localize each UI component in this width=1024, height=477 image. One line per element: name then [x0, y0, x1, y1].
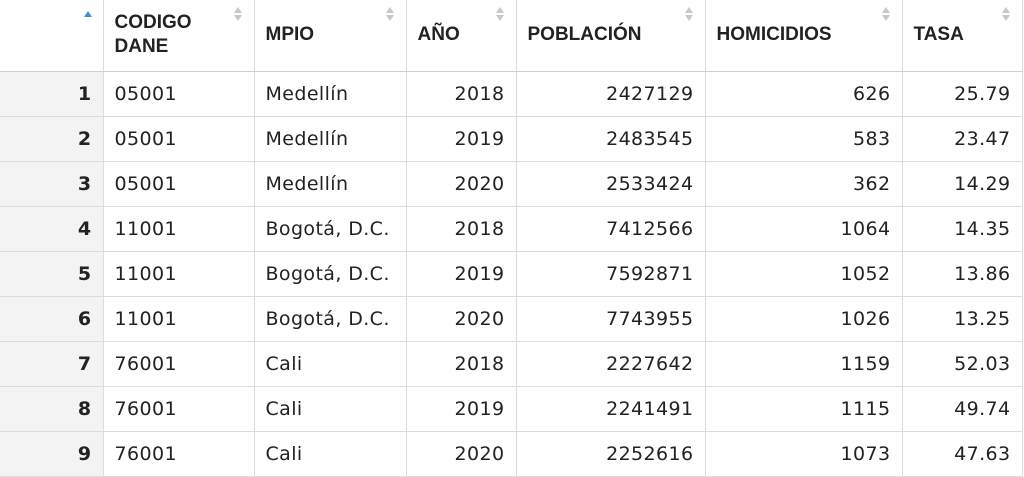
table-body: 1 05001 Medellín 2018 2427129 626 25.79 … — [0, 71, 1023, 477]
table-row: 9 76001 Cali 2020 2252616 1073 47.63 — [0, 431, 1023, 477]
header-tasa-label: TASA — [913, 24, 964, 46]
cell-codigo: 05001 — [103, 71, 255, 117]
header-codigo-dane-label: CODIGO DANE — [115, 11, 243, 59]
cell-anio: 2020 — [406, 431, 517, 477]
header-mpio[interactable]: MPIO — [254, 0, 407, 72]
cell-anio: 2019 — [406, 251, 517, 297]
cell-codigo: 11001 — [103, 296, 255, 342]
cell-tasa: 23.47 — [902, 116, 1023, 162]
cell-tasa: 13.25 — [902, 296, 1023, 342]
cell-poblacion: 7412566 — [516, 206, 706, 252]
table-row: 4 11001 Bogotá, D.C. 2018 7412566 1064 1… — [0, 206, 1023, 252]
table-row: 1 05001 Medellín 2018 2427129 626 25.79 — [0, 71, 1023, 117]
cell-mpio: Cali — [254, 386, 407, 432]
row-number: 9 — [0, 431, 104, 477]
cell-mpio: Bogotá, D.C. — [254, 251, 407, 297]
cell-mpio: Medellín — [254, 71, 407, 117]
cell-codigo: 76001 — [103, 386, 255, 432]
cell-homicidios: 583 — [705, 116, 903, 162]
cell-anio: 2019 — [406, 116, 517, 162]
sort-neutral-icon[interactable] — [1001, 7, 1011, 25]
cell-mpio: Bogotá, D.C. — [254, 206, 407, 252]
cell-codigo: 76001 — [103, 431, 255, 477]
header-codigo-dane[interactable]: CODIGO DANE — [103, 0, 255, 72]
sort-neutral-icon[interactable] — [385, 7, 395, 25]
table-header: CODIGO DANE MPIO AÑO POBLACIÓN HOMICIDIO… — [0, 0, 1023, 72]
cell-homicidios: 1052 — [705, 251, 903, 297]
cell-tasa: 14.35 — [902, 206, 1023, 252]
table-row: 3 05001 Medellín 2020 2533424 362 14.29 — [0, 161, 1023, 207]
cell-codigo: 05001 — [103, 161, 255, 207]
header-tasa[interactable]: TASA — [902, 0, 1023, 72]
cell-homicidios: 1159 — [705, 341, 903, 387]
sort-neutral-icon[interactable] — [881, 7, 891, 25]
cell-anio: 2018 — [406, 206, 517, 252]
cell-anio: 2018 — [406, 71, 517, 117]
cell-poblacion: 2227642 — [516, 341, 706, 387]
table-row: 7 76001 Cali 2018 2227642 1159 52.03 — [0, 341, 1023, 387]
table-row: 5 11001 Bogotá, D.C. 2019 7592871 1052 1… — [0, 251, 1023, 297]
header-codigo-line1: CODIGO — [114, 12, 192, 34]
cell-homicidios: 1064 — [705, 206, 903, 252]
cell-tasa: 14.29 — [902, 161, 1023, 207]
cell-poblacion: 7592871 — [516, 251, 706, 297]
header-row: CODIGO DANE MPIO AÑO POBLACIÓN HOMICIDIO… — [0, 0, 1023, 72]
cell-anio: 2018 — [406, 341, 517, 387]
cell-poblacion: 2483545 — [516, 116, 706, 162]
cell-homicidios: 626 — [705, 71, 903, 117]
cell-codigo: 05001 — [103, 116, 255, 162]
cell-poblacion: 2427129 — [516, 71, 706, 117]
row-number: 1 — [0, 71, 104, 117]
header-poblacion[interactable]: POBLACIÓN — [516, 0, 706, 72]
sort-neutral-icon[interactable] — [495, 7, 505, 25]
cell-poblacion: 2252616 — [516, 431, 706, 477]
cell-poblacion: 2241491 — [516, 386, 706, 432]
cell-poblacion: 2533424 — [516, 161, 706, 207]
header-mpio-label: MPIO — [265, 24, 315, 46]
sort-ascending-icon[interactable] — [83, 11, 93, 29]
header-anio-label: AÑO — [417, 24, 460, 46]
row-number: 3 — [0, 161, 104, 207]
row-number: 6 — [0, 296, 104, 342]
cell-tasa: 47.63 — [902, 431, 1023, 477]
cell-mpio: Cali — [254, 431, 407, 477]
table-row: 2 05001 Medellín 2019 2483545 583 23.47 — [0, 116, 1023, 162]
header-homicidios[interactable]: HOMICIDIOS — [705, 0, 903, 72]
cell-homicidios: 1026 — [705, 296, 903, 342]
cell-anio: 2020 — [406, 161, 517, 207]
cell-homicidios: 1115 — [705, 386, 903, 432]
header-anio[interactable]: AÑO — [406, 0, 517, 72]
cell-mpio: Cali — [254, 341, 407, 387]
table-row: 8 76001 Cali 2019 2241491 1115 49.74 — [0, 386, 1023, 432]
cell-mpio: Medellín — [254, 161, 407, 207]
cell-codigo: 11001 — [103, 251, 255, 297]
cell-mpio: Bogotá, D.C. — [254, 296, 407, 342]
row-number: 8 — [0, 386, 104, 432]
row-number: 5 — [0, 251, 104, 297]
row-number: 7 — [0, 341, 104, 387]
row-number: 2 — [0, 116, 104, 162]
cell-homicidios: 362 — [705, 161, 903, 207]
sort-neutral-icon[interactable] — [233, 7, 243, 25]
cell-anio: 2020 — [406, 296, 517, 342]
cell-homicidios: 1073 — [705, 431, 903, 477]
cell-codigo: 11001 — [103, 206, 255, 252]
cell-tasa: 49.74 — [902, 386, 1023, 432]
row-number: 4 — [0, 206, 104, 252]
cell-poblacion: 7743955 — [516, 296, 706, 342]
table-row: 6 11001 Bogotá, D.C. 2020 7743955 1026 1… — [0, 296, 1023, 342]
cell-codigo: 76001 — [103, 341, 255, 387]
header-homicidios-label: HOMICIDIOS — [716, 24, 832, 46]
header-rownum[interactable] — [0, 0, 104, 72]
header-codigo-line2: DANE — [114, 36, 169, 58]
cell-tasa: 13.86 — [902, 251, 1023, 297]
cell-mpio: Medellín — [254, 116, 407, 162]
sort-neutral-icon[interactable] — [684, 7, 694, 25]
cell-tasa: 52.03 — [902, 341, 1023, 387]
header-poblacion-label: POBLACIÓN — [527, 24, 642, 46]
cell-anio: 2019 — [406, 386, 517, 432]
cell-tasa: 25.79 — [902, 71, 1023, 117]
